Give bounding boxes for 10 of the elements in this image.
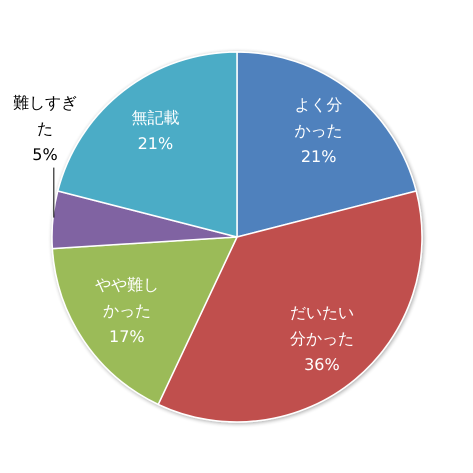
data-label: 5% (32, 144, 58, 164)
slice-label: 無記載 (131, 108, 180, 128)
data-label: 21% (300, 147, 336, 166)
data-label: 21% (138, 134, 174, 154)
slice-label: やや難しかった (94, 275, 159, 320)
slice-label: だいたい分かった (290, 303, 354, 348)
data-label: 36% (304, 355, 340, 374)
slice-label: よく分かった (294, 95, 343, 140)
slice-label: 難しすぎた (13, 92, 77, 138)
data-label: 17% (109, 327, 145, 346)
